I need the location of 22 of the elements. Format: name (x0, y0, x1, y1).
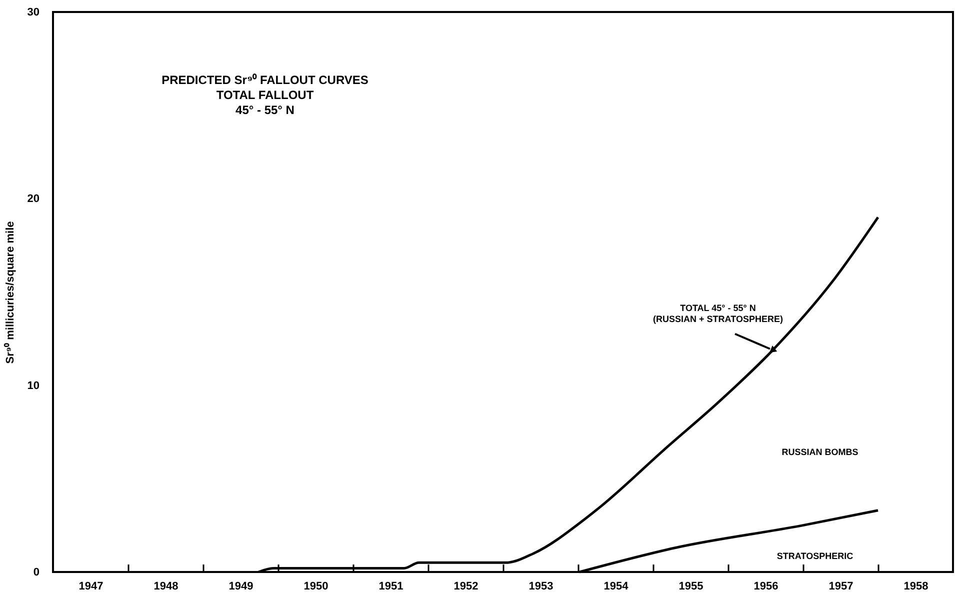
x-tick-label: 1949 (228, 580, 254, 592)
x-tick-label: 1957 (828, 580, 854, 592)
text: PREDICTED Sr⁹⁰ FALLOUT CURVES (162, 73, 368, 87)
x-tick-label: 1948 (154, 580, 178, 592)
x-tick-label: 1953 (528, 580, 554, 592)
x-tick-label: 1955 (678, 580, 704, 592)
x-tick-label: 1950 (304, 580, 328, 592)
text: TOTAL FALLOUT 45° - 55° N (216, 88, 314, 117)
annotation: TOTAL 45° - 55° N (RUSSIAN + STRATOSPHERE) (653, 302, 783, 324)
x-tick-label: 1956 (754, 580, 778, 592)
x-tick-label: 1947 (78, 580, 104, 592)
x-tick-label: 1952 (454, 580, 478, 592)
x-tick-label: 1954 (604, 580, 630, 592)
annotation: RUSSIAN BOMBS (782, 447, 858, 457)
y-tick-label: 20 (27, 193, 40, 206)
x-tick-label: 1951 (378, 580, 404, 592)
x-tick-label: 1958 (904, 580, 928, 592)
y-axis-title: Sr⁹⁰ millicuries/square mile (3, 221, 16, 364)
y-tick-label: 0 (33, 566, 40, 578)
annotation: STRATOSPHERIC (776, 551, 854, 561)
y-tick-label: 30 (27, 6, 40, 18)
y-tick-label: 10 (27, 380, 40, 392)
